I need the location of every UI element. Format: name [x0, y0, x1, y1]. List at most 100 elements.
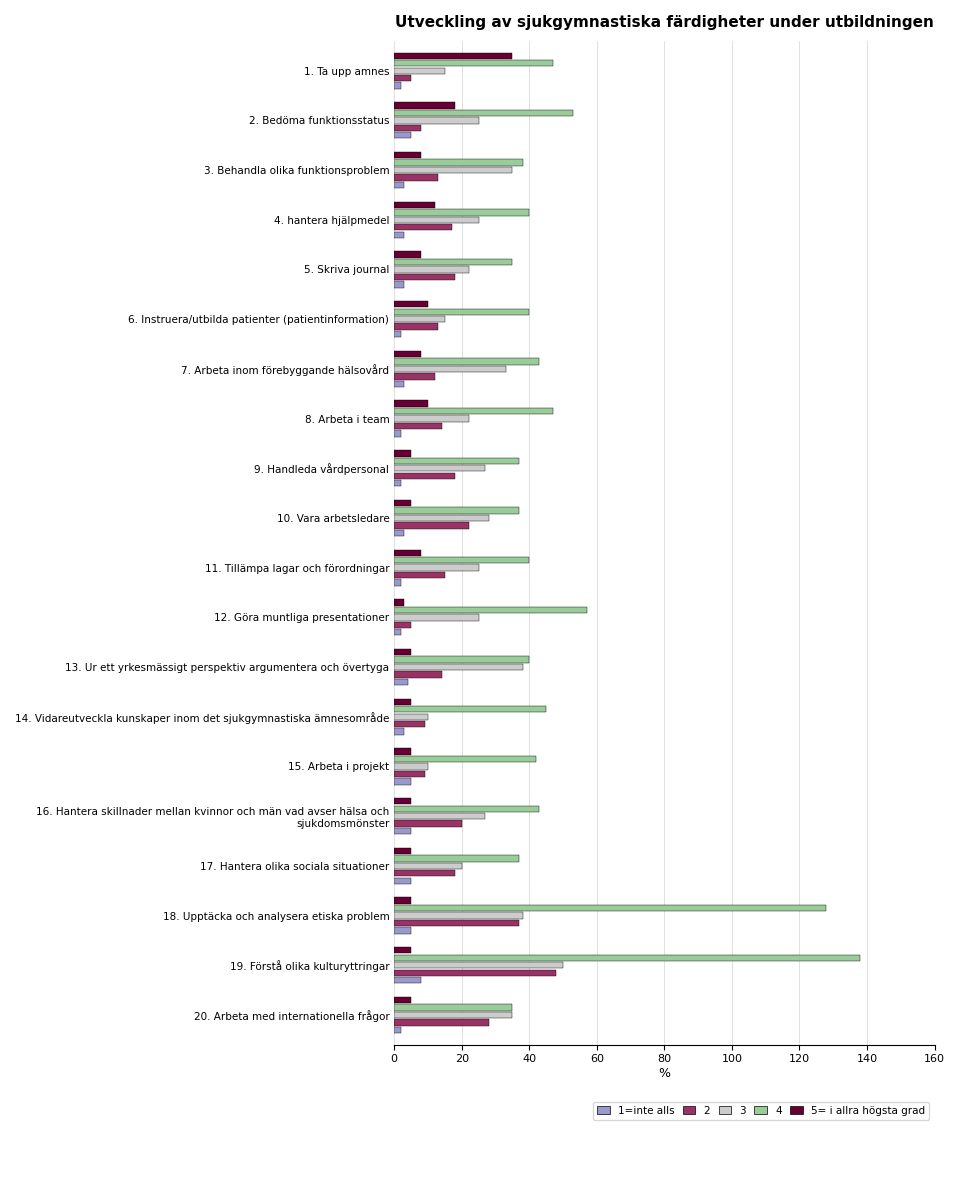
Bar	[395, 565, 479, 571]
Bar	[395, 920, 519, 926]
Bar	[395, 125, 421, 131]
Bar	[395, 748, 411, 755]
Bar	[395, 301, 428, 307]
Bar	[395, 358, 540, 364]
Bar	[395, 913, 522, 919]
Bar	[395, 721, 424, 728]
Bar	[395, 699, 411, 705]
Bar	[395, 209, 529, 216]
Bar	[395, 827, 411, 834]
Bar	[395, 472, 455, 478]
Bar	[395, 897, 411, 903]
Bar	[395, 656, 529, 662]
Bar	[395, 649, 411, 655]
Bar	[395, 431, 401, 437]
Bar	[395, 480, 401, 487]
Bar	[395, 870, 455, 876]
X-axis label: %: %	[659, 1067, 670, 1080]
Bar	[395, 167, 513, 173]
Bar	[395, 664, 522, 671]
Bar	[395, 820, 462, 827]
Bar	[395, 182, 404, 189]
Bar	[395, 309, 529, 315]
Bar	[395, 550, 421, 556]
Bar	[395, 629, 401, 635]
Bar	[395, 1011, 513, 1018]
Bar	[395, 729, 404, 735]
Bar	[395, 763, 428, 769]
Bar	[395, 174, 438, 180]
Bar	[395, 622, 411, 628]
Bar	[395, 159, 522, 166]
Bar	[395, 231, 404, 237]
Bar	[395, 579, 401, 585]
Bar	[395, 977, 421, 983]
Bar	[395, 770, 424, 777]
Bar	[395, 423, 442, 430]
Bar	[395, 331, 401, 337]
Bar	[395, 132, 411, 139]
Bar	[395, 672, 442, 678]
Bar	[395, 706, 546, 712]
Bar	[395, 373, 435, 380]
Bar	[395, 848, 411, 855]
Bar	[395, 970, 556, 976]
Bar	[395, 779, 411, 785]
Bar	[395, 954, 860, 961]
Bar	[395, 465, 486, 471]
Bar	[395, 324, 438, 330]
Bar	[395, 118, 479, 123]
Bar	[395, 607, 587, 612]
Bar	[395, 266, 468, 273]
Bar	[395, 507, 519, 514]
Bar	[395, 1004, 513, 1010]
Bar	[395, 961, 564, 969]
Bar	[395, 316, 444, 323]
Bar	[395, 679, 408, 685]
Bar	[395, 75, 411, 82]
Bar	[395, 274, 455, 280]
Bar	[395, 202, 435, 208]
Bar	[395, 500, 411, 506]
Bar	[395, 1020, 489, 1026]
Bar	[395, 102, 455, 109]
Bar	[395, 152, 421, 158]
Bar	[395, 904, 827, 912]
Bar	[395, 947, 411, 953]
Bar	[395, 798, 411, 805]
Bar	[395, 855, 519, 862]
Bar	[395, 252, 421, 258]
Bar	[395, 351, 421, 357]
Bar	[395, 522, 468, 528]
Bar	[395, 109, 573, 116]
Bar	[395, 614, 479, 621]
Bar	[395, 408, 553, 414]
Bar	[395, 599, 404, 605]
Bar	[395, 52, 513, 59]
Bar	[395, 61, 553, 66]
Bar	[395, 572, 444, 578]
Bar	[395, 415, 468, 421]
Bar	[395, 997, 411, 1003]
Bar	[395, 806, 540, 812]
Bar	[395, 877, 411, 884]
Bar	[395, 458, 519, 464]
Bar	[395, 82, 401, 89]
Bar	[395, 259, 513, 265]
Bar	[395, 529, 404, 537]
Bar	[395, 713, 428, 721]
Bar	[395, 863, 462, 869]
Bar	[395, 813, 486, 819]
Bar	[395, 281, 404, 287]
Bar	[395, 366, 506, 372]
Bar	[395, 224, 451, 230]
Bar	[395, 927, 411, 934]
Bar	[395, 1027, 401, 1033]
Bar	[395, 400, 428, 407]
Bar	[395, 557, 529, 564]
Bar	[395, 515, 489, 521]
Bar	[395, 381, 404, 387]
Bar	[395, 756, 536, 762]
Bar	[395, 216, 479, 223]
Legend: 1=inte alls, 2, 3, 4, 5= i allra högsta grad: 1=inte alls, 2, 3, 4, 5= i allra högsta …	[593, 1102, 929, 1119]
